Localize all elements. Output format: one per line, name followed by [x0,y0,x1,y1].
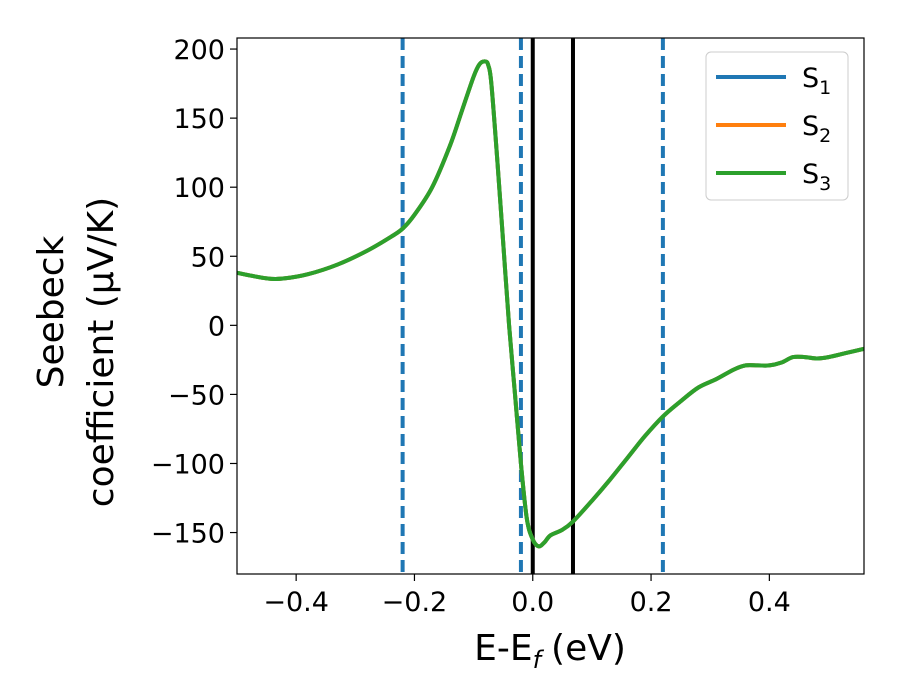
y-tick-label: −150 [151,519,225,550]
x-axis-label: E-Ef (eV) [474,628,626,674]
x-tick-label: −0.2 [382,587,448,618]
y-tick-label: 0 [208,311,225,342]
x-axis-label-main: E-E [474,628,532,669]
y-tick-label: 200 [173,35,225,66]
x-tick-label: 0.0 [511,587,554,618]
y-axis-label-line2: coefficient (μV/K) [81,197,122,507]
y-tick-label: −100 [151,449,225,480]
plot-area [237,38,864,574]
x-axis-label-sub: f [533,646,545,674]
legend-label-s3: S3 [802,159,831,195]
x-tick-label: 0.4 [748,587,791,618]
y-tick-label: 100 [173,173,225,204]
y-tick-label: −50 [168,380,225,411]
y-tick-label: 50 [191,242,225,273]
legend-label-s2: S2 [802,111,831,147]
y-tick-label: 150 [173,104,225,135]
y-axis-label-line1: Seebeck [31,235,72,388]
x-axis-label-unit: (eV) [551,628,626,669]
legend: S1 S2 S3 [705,51,849,201]
x-axis-ticks: −0.4 −0.2 0.0 0.2 0.4 [263,574,791,618]
y-axis-ticks: −150 −100 −50 0 50 100 150 200 [151,35,237,550]
series-line-s3 [237,59,864,549]
legend-label-s1: S1 [802,63,831,99]
x-tick-label: −0.4 [263,587,329,618]
plot-frame [236,37,865,575]
x-tick-label: 0.2 [630,587,673,618]
